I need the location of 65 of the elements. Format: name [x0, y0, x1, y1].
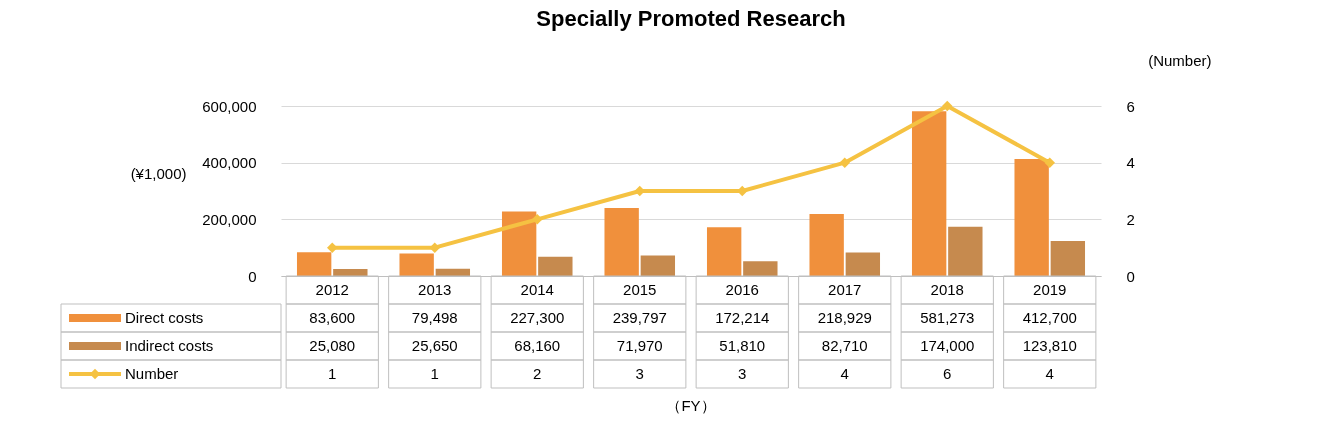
text: （FY）	[666, 397, 716, 414]
data-label: 83,600	[309, 309, 356, 326]
data-label: 4	[1045, 365, 1054, 382]
bar	[538, 256, 573, 276]
bar	[948, 226, 983, 276]
data-label: 82,710	[821, 337, 868, 354]
data-label: 68,160	[514, 337, 561, 354]
point	[839, 157, 850, 168]
x-tick-label: 2019	[1033, 281, 1067, 298]
data-label: 218,929	[817, 309, 872, 326]
data-label: 79,498	[411, 309, 458, 326]
y2-tick-label: 4	[1126, 154, 1135, 172]
data-label: 227,300	[510, 309, 565, 326]
x-tick-label: 2018	[930, 281, 964, 298]
data-label: 123,810	[1022, 337, 1077, 354]
data-label: 25,080	[309, 337, 356, 354]
bar	[743, 261, 778, 276]
bar	[1050, 240, 1086, 276]
y-tick-label: 0	[248, 267, 257, 285]
data-label: 71,970	[616, 337, 663, 354]
bar	[809, 213, 844, 276]
point	[1044, 157, 1055, 168]
data-label: 3	[738, 365, 747, 382]
data-label: 4	[840, 365, 849, 382]
y-tick-label: 600,000	[202, 97, 257, 115]
x-tick-label: 2013	[418, 281, 452, 298]
data-label: 581,273	[920, 309, 975, 326]
data-label: 1	[430, 365, 439, 382]
x-tick-label: 2014	[520, 281, 554, 298]
y2-axis-title: (Number)	[1148, 51, 1212, 69]
legend-label: Indirect costs	[125, 337, 214, 354]
data-label: 2	[533, 365, 542, 382]
bar	[399, 253, 434, 276]
data-label: 1	[328, 365, 337, 382]
chart-title: Specially Promoted Research	[536, 6, 846, 31]
data-label: 25,650	[411, 337, 458, 354]
bar	[706, 227, 742, 276]
point	[942, 100, 953, 112]
y2-tick-label: 0	[1126, 267, 1135, 285]
y-tick-label: 200,000	[202, 210, 257, 228]
bar	[604, 208, 639, 276]
y2-tick-label: 6	[1126, 97, 1135, 115]
bar	[1014, 159, 1049, 276]
bar	[296, 252, 332, 276]
bar	[501, 211, 537, 276]
data-label: 239,797	[612, 309, 667, 326]
data-label: 172,214	[715, 309, 770, 326]
x-tick-label: 2015	[623, 281, 657, 298]
data-label: 412,700	[1022, 309, 1077, 326]
bar	[845, 252, 881, 276]
bar	[640, 255, 676, 276]
data-label: 51,810	[719, 337, 766, 354]
data-label: 174,000	[920, 337, 975, 354]
data-label: 3	[635, 365, 644, 382]
legend-label: Number	[125, 365, 179, 382]
bar	[911, 111, 947, 276]
y2-tick-label: 2	[1126, 210, 1135, 228]
x-tick-label: 2012	[315, 281, 349, 298]
x-tick-label: 2016	[725, 281, 759, 298]
data-label: 6	[943, 365, 952, 382]
legend-label: Direct costs	[125, 309, 204, 326]
y-tick-label: 400,000	[202, 154, 257, 172]
x-tick-label: 2017	[828, 281, 862, 298]
point	[532, 214, 543, 225]
y-axis-title: (¥1,000)	[130, 164, 187, 182]
